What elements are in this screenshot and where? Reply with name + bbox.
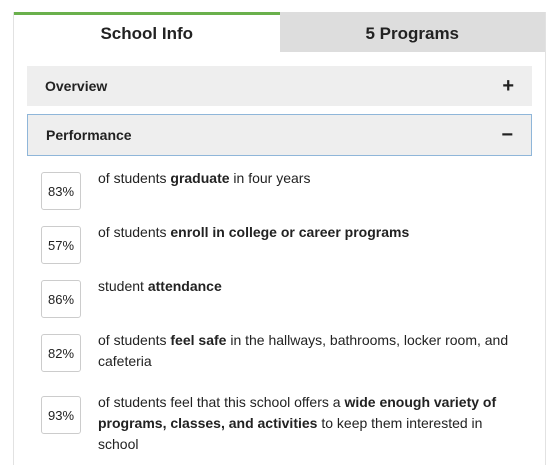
- minus-icon: −: [501, 124, 513, 146]
- percent-badge: 57%: [41, 226, 81, 264]
- stat-description: of students feel safe in the hallways, b…: [98, 332, 509, 369]
- stat-description: of students graduate in four years: [98, 170, 311, 186]
- stat-description: student attendance: [98, 278, 222, 294]
- stat-description: of students enroll in college or career …: [98, 224, 410, 240]
- plus-icon: +: [502, 75, 514, 97]
- tab-school-info-label: School Info: [100, 23, 194, 43]
- stat-row: 86% student attendance: [41, 276, 532, 318]
- stat-row: 93% of students feel that this school of…: [41, 392, 532, 455]
- stat-row: 57% of students enroll in college or car…: [41, 222, 532, 264]
- percent-badge: 82%: [41, 334, 81, 372]
- stat-row: 83% of students graduate in four years: [41, 168, 532, 210]
- stat-row: 82% of students feel safe in the hallway…: [41, 330, 532, 380]
- percent-badge: 83%: [41, 172, 81, 210]
- tab-programs-label: 5 Programs: [365, 23, 460, 43]
- overview-label: Overview: [45, 78, 108, 94]
- performance-accordion-header[interactable]: Performance −: [27, 114, 532, 156]
- performance-label: Performance: [46, 127, 132, 143]
- school-info-widget: School Info 5 Programs Overview + Perfor…: [13, 12, 546, 465]
- stat-description: of students feel that this school offers…: [98, 394, 497, 452]
- tab-school-info[interactable]: School Info: [14, 12, 280, 52]
- performance-stats: 83% of students graduate in four years 5…: [27, 156, 532, 455]
- percent-badge: 86%: [41, 280, 81, 318]
- overview-accordion-header[interactable]: Overview +: [27, 66, 532, 106]
- tab-programs[interactable]: 5 Programs: [279, 12, 545, 52]
- tab-bar: School Info 5 Programs: [14, 12, 545, 52]
- tab-content: Overview + Performance − 83% of students…: [14, 52, 545, 455]
- percent-badge: 93%: [41, 396, 81, 434]
